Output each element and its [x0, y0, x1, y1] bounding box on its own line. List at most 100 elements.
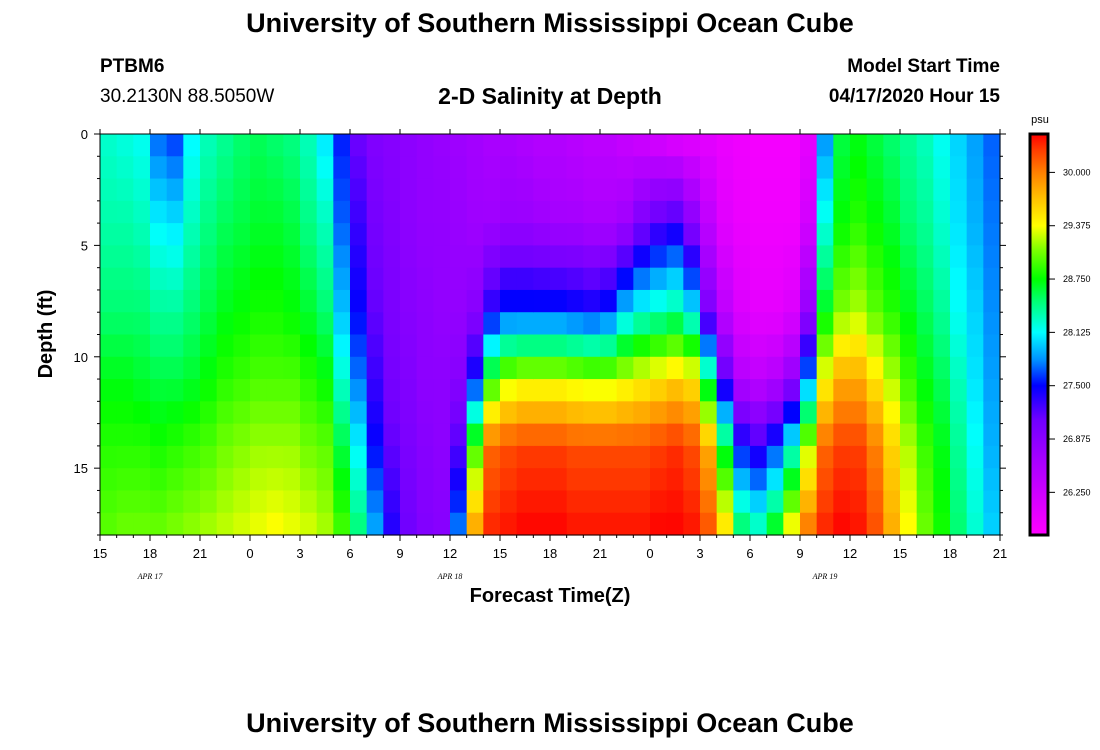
heatmap-cell	[233, 356, 251, 380]
heatmap-cell	[850, 289, 868, 313]
heatmap-cell	[333, 312, 351, 336]
heatmap-cell	[550, 156, 568, 180]
heatmap-cell	[750, 401, 768, 425]
x-tick-label: 18	[143, 546, 157, 561]
heatmap-cell	[266, 178, 284, 202]
heatmap-cell	[383, 379, 401, 402]
heatmap-cell	[566, 156, 584, 180]
x-date-label: APR 19	[812, 572, 838, 581]
heatmap-cell	[466, 423, 484, 447]
heatmap-cell	[450, 512, 468, 536]
heatmap-cell	[500, 245, 518, 269]
heatmap-cell	[333, 200, 351, 224]
heatmap-cell	[366, 401, 384, 425]
heatmap-cell	[500, 334, 518, 358]
heatmap-cell	[150, 445, 168, 469]
heatmap-cell	[200, 490, 218, 514]
heatmap-cell	[816, 289, 834, 313]
heatmap-cell	[833, 356, 851, 380]
heatmap-cell	[750, 312, 768, 336]
heatmap-cell	[966, 200, 984, 224]
heatmap-cell	[200, 445, 218, 469]
heatmap-cell	[483, 200, 501, 224]
heatmap-cell	[633, 334, 651, 358]
x-tick-label: 21	[993, 546, 1007, 561]
heatmap-cell	[366, 223, 384, 246]
heatmap-cell	[966, 223, 984, 246]
heatmap-cell	[566, 223, 584, 246]
heatmap-cell	[300, 356, 318, 380]
heatmap-cell	[733, 356, 751, 380]
heatmap-cell	[316, 445, 334, 469]
heatmap-cell	[700, 490, 718, 514]
heatmap-cell	[700, 334, 718, 358]
heatmap-cell	[433, 289, 451, 313]
heatmap-cell	[250, 490, 268, 514]
heatmap-cell	[383, 134, 401, 157]
heatmap-cell	[516, 267, 534, 291]
heatmap-cell	[983, 423, 1001, 447]
heatmap-cell	[316, 334, 334, 358]
heatmap-cell	[683, 445, 701, 469]
heatmap-cell	[150, 223, 168, 246]
heatmap-cell	[683, 312, 701, 336]
heatmap-cell	[583, 178, 601, 202]
heatmap-cell	[483, 312, 501, 336]
heatmap-cell	[983, 445, 1001, 469]
heatmap-cell	[116, 312, 134, 336]
y-tick-label: 0	[81, 127, 88, 142]
heatmap-cell	[600, 379, 618, 402]
heatmap-cell	[200, 223, 218, 246]
heatmap-cell	[566, 289, 584, 313]
heatmap-cell	[516, 379, 534, 402]
colorbar-tick-label: 28.750	[1063, 274, 1091, 284]
heatmap-cell	[450, 312, 468, 336]
heatmap-cell	[283, 245, 301, 269]
heatmap-cell	[383, 356, 401, 380]
heatmap-cell	[983, 178, 1001, 202]
heatmap-cell	[950, 334, 968, 358]
heatmap-cell	[766, 379, 784, 402]
heatmap-cell	[483, 267, 501, 291]
heatmap-cell	[200, 178, 218, 202]
heatmap-cell	[816, 490, 834, 514]
heatmap-cell	[400, 245, 418, 269]
heatmap-cell	[650, 134, 668, 157]
heatmap-cell	[216, 223, 234, 246]
heatmap-cell	[116, 134, 134, 157]
heatmap-cell	[816, 423, 834, 447]
heatmap-cell	[983, 156, 1001, 180]
heatmap-cell	[233, 289, 251, 313]
heatmap-cell	[416, 134, 434, 157]
heatmap-cell	[150, 289, 168, 313]
heatmap-cell	[800, 289, 818, 313]
heatmap-cell	[283, 312, 301, 336]
heatmap-cell	[100, 267, 118, 291]
heatmap-cell	[950, 156, 968, 180]
heatmap-cell	[650, 401, 668, 425]
heatmap-cell	[100, 289, 118, 313]
heatmap-cell	[583, 490, 601, 514]
heatmap-cell	[966, 156, 984, 180]
heatmap-cell	[800, 379, 818, 402]
heatmap-cell	[766, 245, 784, 269]
heatmap-cell	[666, 289, 684, 313]
heatmap-cell	[550, 468, 568, 492]
heatmap-cell	[216, 289, 234, 313]
heatmap-cell	[183, 289, 201, 313]
heatmap-cell	[550, 200, 568, 224]
heatmap-cell	[183, 356, 201, 380]
heatmap-cell	[166, 490, 184, 514]
heatmap-cell	[116, 289, 134, 313]
heatmap-cell	[850, 334, 868, 358]
heatmap-cell	[683, 223, 701, 246]
heatmap-cell	[900, 334, 918, 358]
heatmap-cell	[200, 379, 218, 402]
heatmap-cell	[333, 468, 351, 492]
heatmap-cell	[216, 267, 234, 291]
heatmap-cell	[733, 156, 751, 180]
heatmap-cell	[550, 245, 568, 269]
heatmap-cell	[483, 356, 501, 380]
heatmap-cell	[466, 245, 484, 269]
